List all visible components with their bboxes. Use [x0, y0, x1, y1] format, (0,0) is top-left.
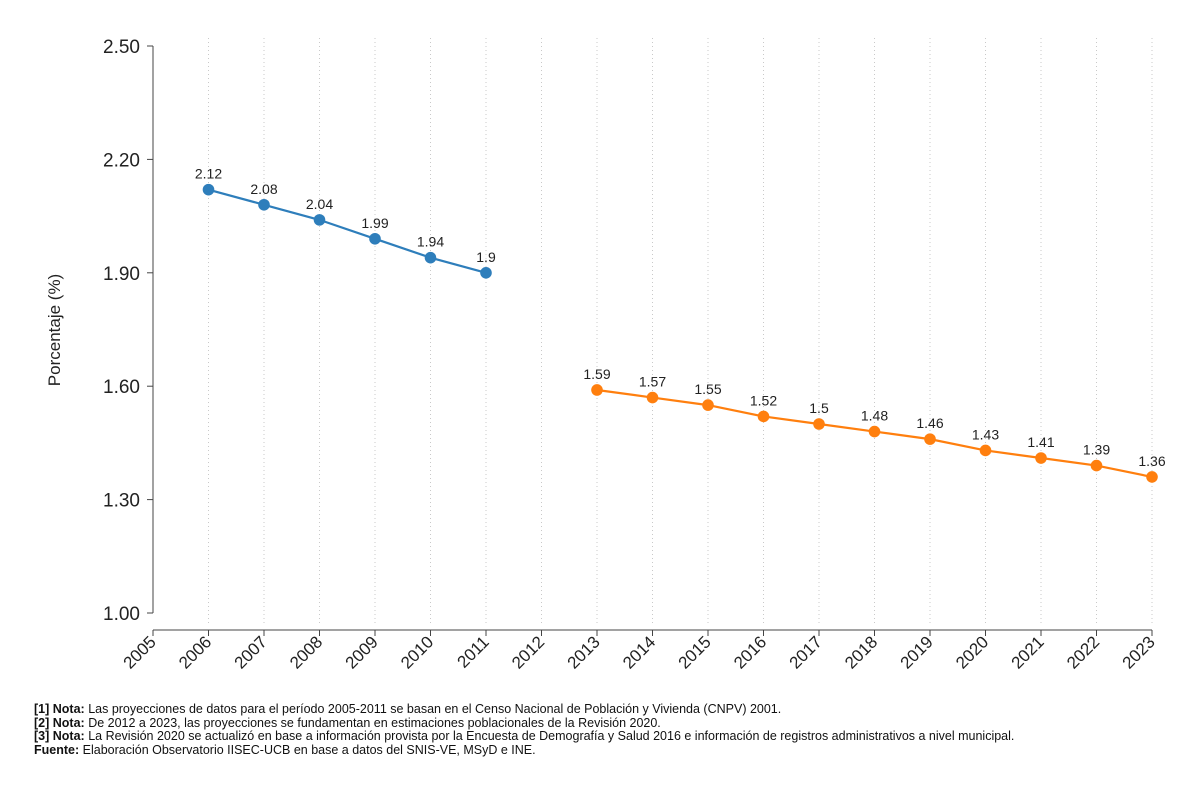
y-tick-label: 2.50 [103, 37, 140, 58]
x-tick-label: 2022 [1063, 632, 1103, 672]
data-label: 2.12 [195, 166, 222, 182]
x-tick-label: 2005 [120, 632, 160, 672]
x-tick-label: 2012 [508, 632, 548, 672]
y-tick-label: 1.60 [103, 377, 140, 398]
data-label: 1.46 [916, 415, 943, 431]
line-chart: 1.001.301.601.902.202.50 2005 2006 2007 200… [45, 37, 1166, 673]
data-point [1146, 471, 1158, 483]
data-point [702, 399, 714, 411]
data-label: 1.9 [476, 249, 496, 265]
data-point [813, 418, 825, 430]
x-tick-label: 2023 [1119, 632, 1159, 672]
data-point [424, 251, 437, 264]
x-tick-label: 2016 [730, 632, 770, 672]
y-tick-label: 1.30 [103, 491, 140, 512]
x-tick-label: 2009 [342, 632, 382, 672]
x-tick-label: 2015 [675, 632, 715, 672]
footnote-2-tag: [2] Nota: [34, 715, 85, 730]
x-tick-label: 2014 [619, 632, 659, 672]
y-tick-label: 2.20 [103, 150, 140, 171]
data-label: 1.5 [809, 400, 829, 416]
chart-series: 2.122.082.041.991.941.91.59 1.57 1.551.52 1… [195, 166, 1166, 483]
data-label: 1.52 [750, 392, 777, 408]
x-tick-label: 2018 [841, 632, 881, 672]
data-label: 1.99 [361, 215, 388, 231]
x-tick-label: 2008 [286, 632, 326, 672]
x-tick-label: 2021 [1008, 632, 1048, 672]
data-point [646, 391, 659, 404]
footnote-3-tag: [3] Nota: [34, 729, 85, 743]
data-point [979, 444, 992, 457]
y-tick-label: 1.90 [103, 264, 140, 285]
data-label: 1.57 [639, 374, 666, 390]
data-point [202, 183, 215, 196]
source-note: Fuente: Elaboración Observatorio IISEC-U… [34, 742, 1184, 758]
data-point [1090, 459, 1103, 472]
data-label: 1.36 [1138, 453, 1165, 469]
x-tick-label: 2011 [454, 632, 493, 671]
source-tag: Fuente: [34, 742, 80, 757]
data-label: 1.55 [694, 381, 721, 397]
footnote-2: [2] Nota: De 2012 a 2023, las proyeccion… [34, 715, 1184, 731]
data-point [757, 410, 770, 423]
data-label: 1.41 [1027, 434, 1054, 450]
data-point [480, 267, 492, 279]
data-point [924, 433, 936, 445]
data-label: 2.08 [250, 181, 277, 197]
data-label: 1.43 [972, 426, 999, 442]
y-tick-label: 1.00 [103, 604, 140, 625]
data-label: 1.39 [1083, 442, 1110, 458]
x-tick-label: 2006 [175, 632, 215, 672]
data-label: 1.94 [417, 234, 444, 250]
y-axis-label: Porcentaje (%) [45, 274, 64, 386]
x-tick-label: 2019 [897, 632, 937, 672]
footnote-1-tag: [1] Nota: [34, 702, 85, 716]
x-tick-label: 2017 [786, 632, 826, 672]
data-label: 1.59 [583, 366, 610, 382]
footnotes: [1] Nota: Las proyecciones de datos para… [34, 702, 1184, 758]
data-point [591, 384, 603, 396]
data-label: 1.48 [861, 408, 888, 424]
footnote-3-text: La Revisión 2020 se actualizó en base a … [88, 729, 1015, 743]
x-axis-ticks: 2005 2006 2007 2008 2009 2010 2011 2012 2013 2014… [120, 630, 1159, 673]
footnote-1: [1] Nota: Las proyecciones de datos para… [34, 702, 1184, 717]
x-tick-label: 2007 [231, 632, 271, 672]
footnote-3: [3] Nota: La Revisión 2020 se actualizó … [34, 729, 1184, 744]
x-tick-label: 2020 [952, 632, 992, 672]
x-tick-label: 2010 [397, 632, 437, 672]
data-point [258, 198, 270, 211]
source-text: Elaboración Observatorio IISEC-UCB en ba… [82, 742, 536, 757]
footnote-2-text: De 2012 a 2023, las proyecciones se fund… [88, 715, 661, 730]
data-point [369, 232, 381, 245]
data-point [313, 214, 326, 226]
data-point [1035, 452, 1047, 464]
data-label: 2.04 [306, 196, 333, 212]
footnote-1-text: Las proyecciones de datos para el períod… [88, 702, 782, 716]
data-point [868, 425, 881, 438]
series-1: 2.12 2.08 2.04 1.99 1.94 1.9 [195, 166, 496, 279]
series-1-line [208, 188, 487, 274]
series-2: 1.59 1.57 1.55 1.52 1.5 1.48 1.46 1.43 1.41 1.39 1… [583, 366, 1166, 483]
y-axis-ticks: 1.00 1.30 1.60 1.90 2.20 2.50 [103, 37, 153, 625]
chart-grid [208, 38, 1153, 625]
x-tick-label: 2013 [564, 632, 604, 672]
